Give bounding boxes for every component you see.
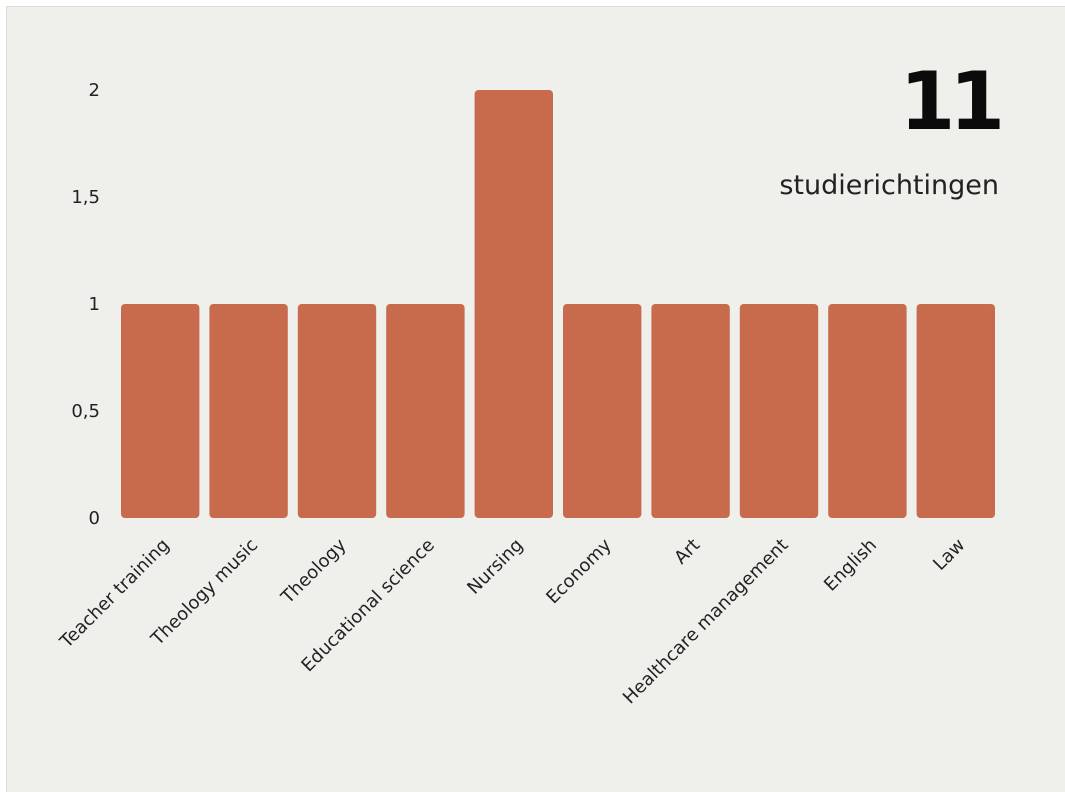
bar <box>474 90 553 518</box>
x-category-label: Healthcare management <box>619 535 793 709</box>
bar <box>386 304 465 518</box>
y-axis-ticks: 0 0,5 1 1,5 2 <box>71 80 100 529</box>
y-tick-label: 0 <box>89 508 100 529</box>
bars <box>121 90 995 518</box>
x-category-label: English <box>820 535 881 596</box>
bar <box>739 304 819 518</box>
kpi-label: studierichtingen <box>779 170 999 201</box>
x-category-label: Economy <box>542 534 616 608</box>
x-category-label: Nursing <box>463 535 527 599</box>
x-category-label: Theology <box>277 534 351 608</box>
x-category-label: Law <box>929 535 969 575</box>
bar <box>297 304 377 518</box>
bar <box>121 304 200 518</box>
bar <box>651 304 730 518</box>
y-tick-label: 2 <box>89 80 100 101</box>
bar <box>828 304 907 518</box>
y-tick-label: 1 <box>89 294 100 315</box>
kpi-value: 11 <box>899 55 1005 148</box>
bar <box>209 304 288 518</box>
y-tick-label: 0,5 <box>71 401 100 422</box>
x-category-label: Art <box>670 535 704 569</box>
bar <box>916 304 995 518</box>
bar <box>563 304 642 518</box>
y-tick-label: 1,5 <box>71 187 100 208</box>
